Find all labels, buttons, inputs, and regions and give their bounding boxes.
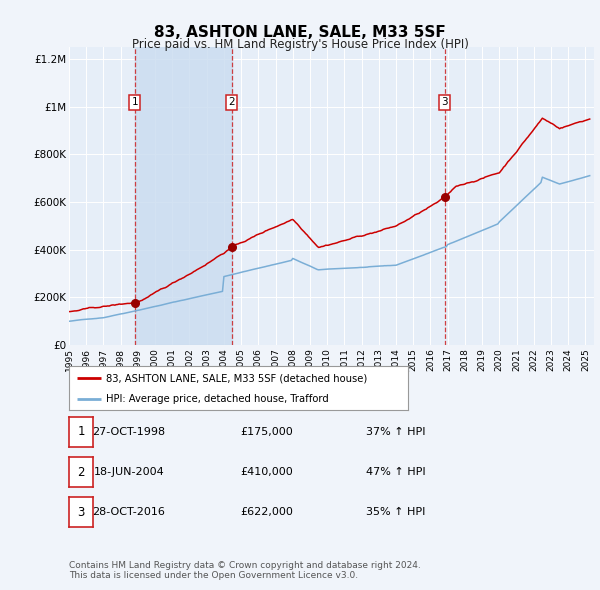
Text: 47% ↑ HPI: 47% ↑ HPI [366,467,426,477]
Text: 1: 1 [131,97,138,107]
Text: 3: 3 [77,506,85,519]
Text: 1: 1 [77,425,85,438]
Text: £175,000: £175,000 [241,427,293,437]
Bar [135,47,232,345]
Text: 37% ↑ HPI: 37% ↑ HPI [366,427,426,437]
Text: HPI: Average price, detached house, Trafford: HPI: Average price, detached house, Traf… [106,394,329,404]
Text: Contains HM Land Registry data © Crown copyright and database right 2024.
This d: Contains HM Land Registry data © Crown c… [69,560,421,580]
Text: 28-OCT-2016: 28-OCT-2016 [92,507,166,517]
Text: 35% ↑ HPI: 35% ↑ HPI [367,507,425,517]
Text: 2: 2 [229,97,235,107]
Text: £622,000: £622,000 [241,507,293,517]
Text: 83, ASHTON LANE, SALE, M33 5SF: 83, ASHTON LANE, SALE, M33 5SF [154,25,446,40]
Text: Price paid vs. HM Land Registry's House Price Index (HPI): Price paid vs. HM Land Registry's House … [131,38,469,51]
Text: 18-JUN-2004: 18-JUN-2004 [94,467,164,477]
Text: 2: 2 [77,466,85,478]
Text: 27-OCT-1998: 27-OCT-1998 [92,427,166,437]
Text: £410,000: £410,000 [241,467,293,477]
Text: 3: 3 [442,97,448,107]
Text: 83, ASHTON LANE, SALE, M33 5SF (detached house): 83, ASHTON LANE, SALE, M33 5SF (detached… [106,373,368,383]
